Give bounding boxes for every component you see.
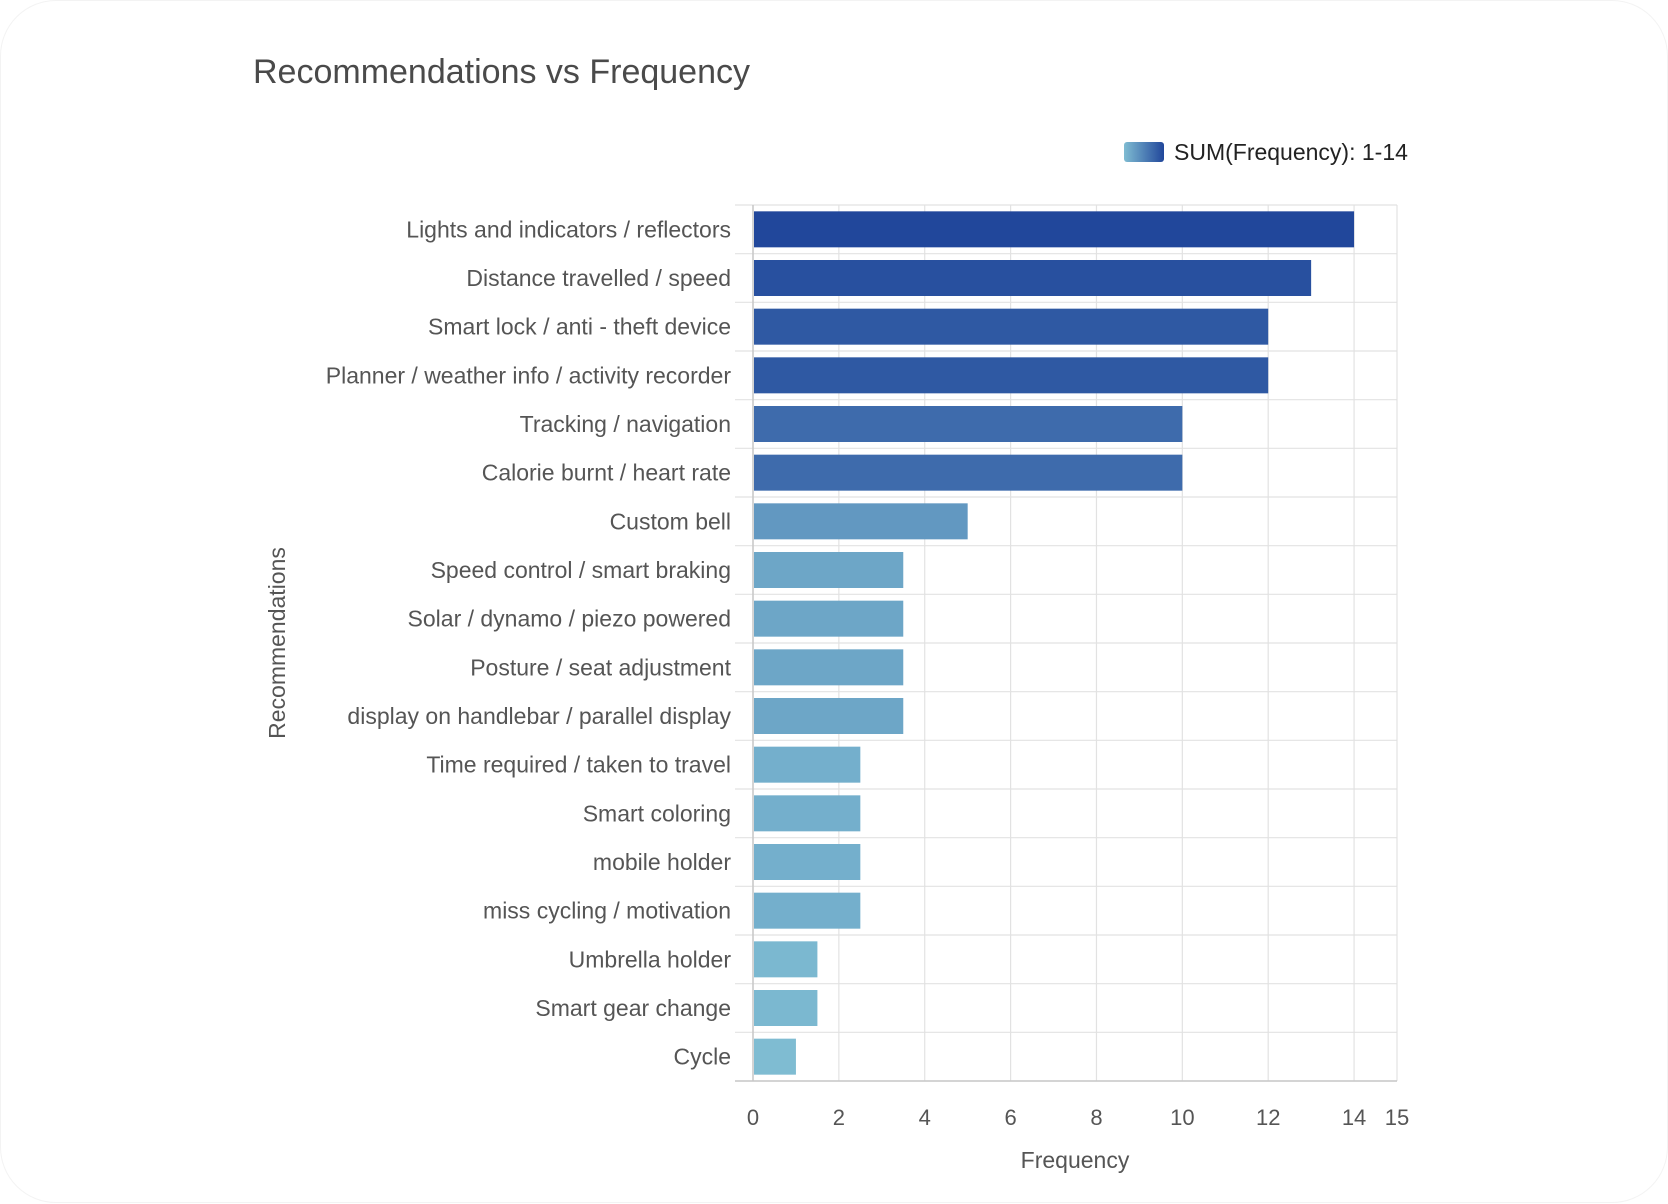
bar: [754, 990, 818, 1026]
bar: [754, 454, 1183, 491]
category-label: Speed control / smart braking: [431, 557, 731, 583]
category-label: Smart coloring: [583, 800, 731, 826]
bar: [754, 308, 1269, 345]
category-label: mobile holder: [593, 849, 731, 875]
category-label: Calorie burnt / heart rate: [482, 460, 731, 486]
bar: [754, 503, 968, 540]
bar: [754, 746, 861, 783]
category-label: Smart gear change: [535, 995, 731, 1021]
category-label: display on handlebar / parallel display: [347, 703, 731, 729]
category-label: Distance travelled / speed: [466, 265, 731, 291]
bar: [754, 844, 861, 880]
x-tick-label: 12: [1256, 1105, 1280, 1130]
legend-swatch: [1124, 142, 1164, 162]
bar: [754, 406, 1183, 442]
category-label: Custom bell: [610, 508, 731, 534]
x-tick-label: 14: [1342, 1105, 1366, 1130]
category-label: Solar / dynamo / piezo powered: [408, 606, 731, 632]
x-tick-label: 15: [1385, 1105, 1409, 1130]
x-tick-label: 10: [1170, 1105, 1194, 1130]
chart-title: Recommendations vs Frequency: [253, 53, 751, 91]
category-label: Planner / weather info / activity record…: [326, 362, 732, 388]
bar: [754, 600, 904, 637]
bar: [754, 552, 904, 588]
category-label: Tracking / navigation: [520, 411, 731, 437]
y-axis-title: Recommendations: [264, 547, 290, 739]
bar: [754, 260, 1312, 296]
x-tick-label: 4: [919, 1105, 931, 1130]
category-label: Time required / taken to travel: [426, 752, 731, 778]
bar: [754, 941, 818, 978]
category-label: Cycle: [673, 1044, 731, 1070]
category-label: miss cycling / motivation: [483, 898, 731, 924]
x-tick-label: 8: [1090, 1105, 1102, 1130]
bar: [754, 795, 861, 832]
x-axis-title: Frequency: [1021, 1147, 1130, 1173]
x-tick-label: 0: [747, 1105, 759, 1130]
category-label: Smart lock / anti - theft device: [428, 314, 731, 340]
bar: [754, 357, 1269, 394]
category-label: Lights and indicators / reflectors: [406, 216, 731, 242]
legend-label: SUM(Frequency): 1-14: [1174, 139, 1408, 165]
x-tick-label: 2: [833, 1105, 845, 1130]
bar: [754, 649, 904, 686]
x-tick-label: 6: [1004, 1105, 1016, 1130]
bar: [754, 892, 861, 929]
category-label: Posture / seat adjustment: [470, 654, 731, 680]
bar: [754, 1038, 796, 1075]
bar: [754, 698, 904, 734]
category-label: Umbrella holder: [569, 946, 732, 972]
bar: [754, 211, 1355, 248]
